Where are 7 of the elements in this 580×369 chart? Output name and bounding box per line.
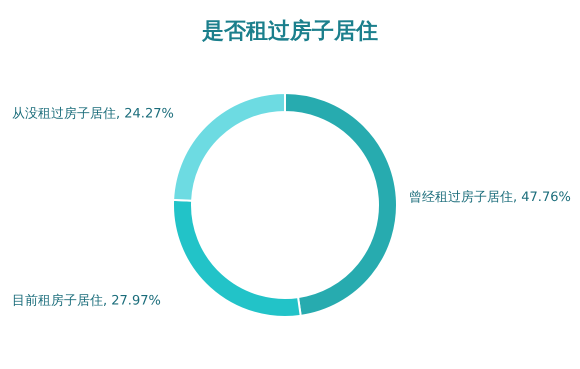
slice-label: 从没租过房子居住 [12,105,116,122]
data-label: , 24.27% [116,106,174,122]
data-label: , 47.76% [513,190,571,205]
chart-title: 是否租过房子居住 [201,18,378,44]
data-label: , 27.97% [103,294,161,309]
slice-label: 目前租房子居住 [12,292,103,309]
slice-label: 曾经租过房子居住 [409,189,513,205]
